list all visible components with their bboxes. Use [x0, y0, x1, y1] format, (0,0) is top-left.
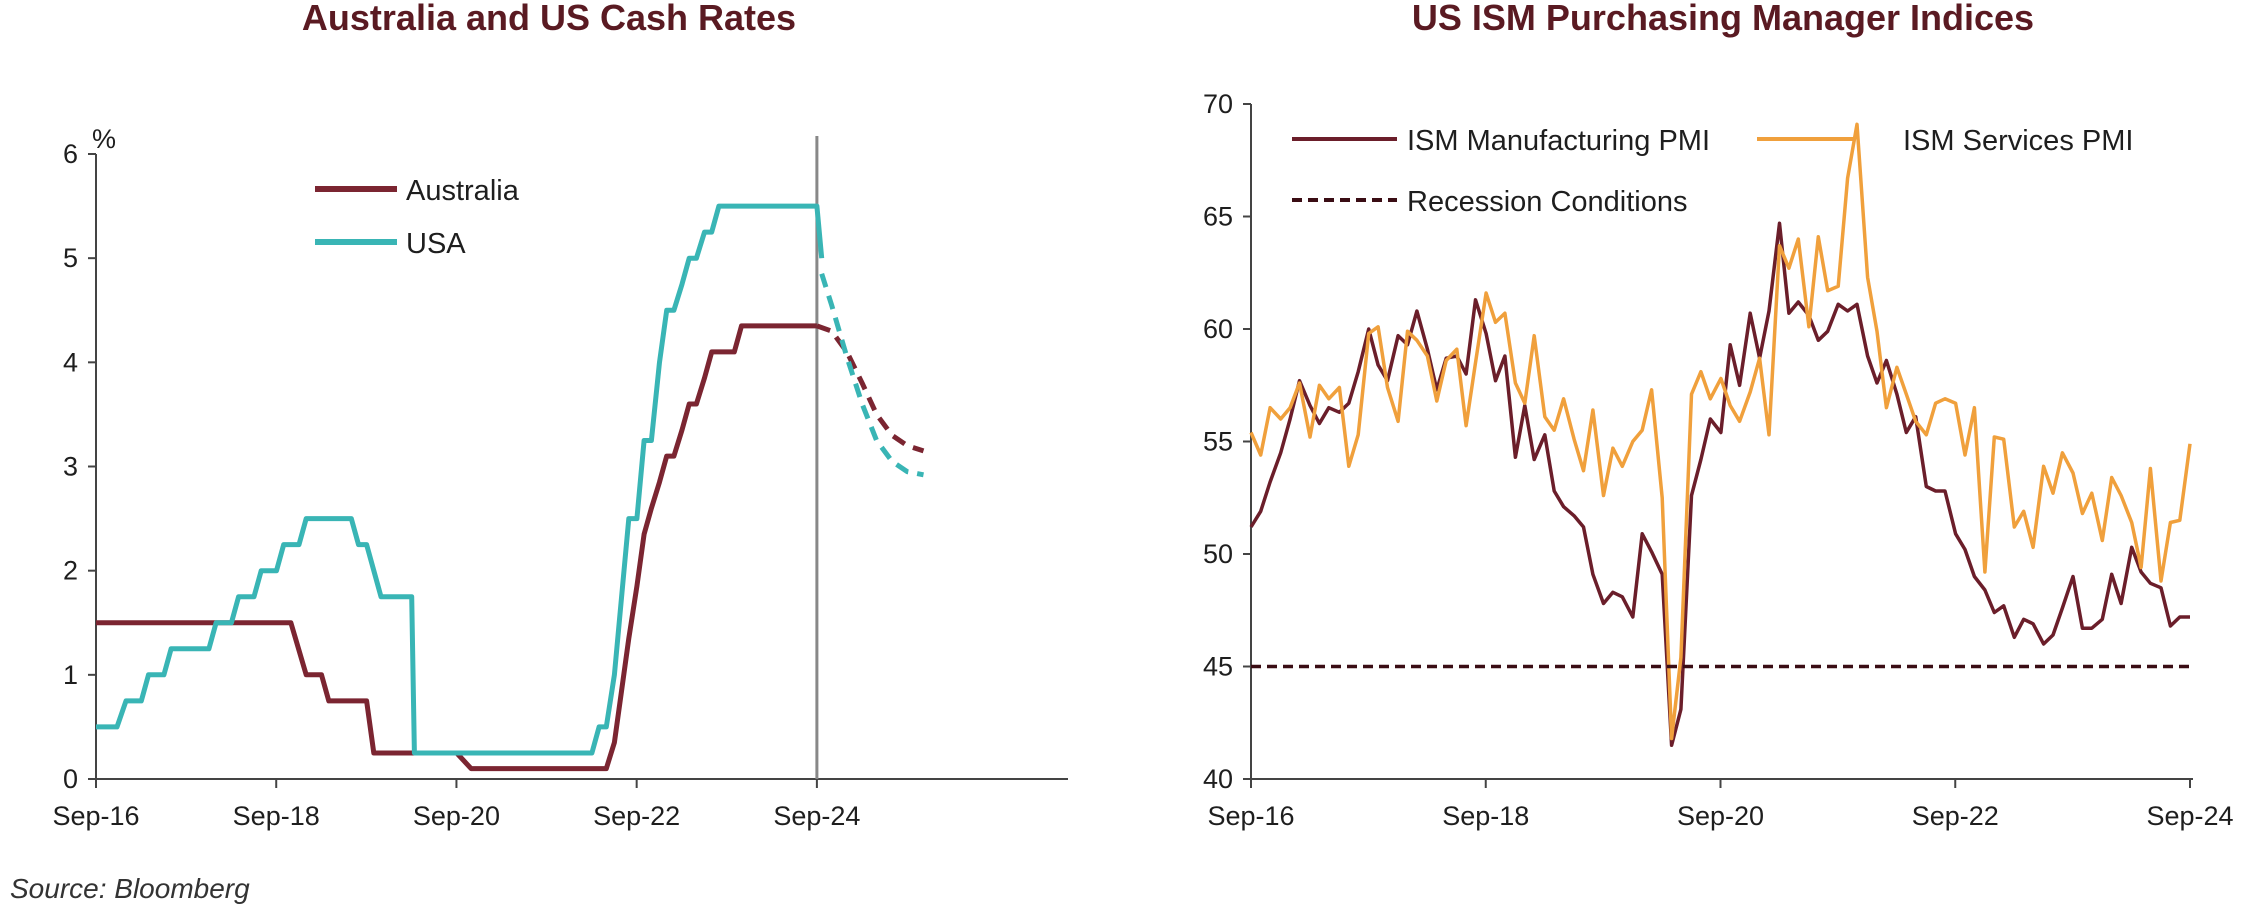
cash-rates-series-usa: [96, 203, 825, 756]
ism-pmi-y-tick-label: 70: [1203, 89, 1233, 119]
cash-rates-title: Australia and US Cash Rates: [302, 0, 796, 38]
legend-label-services: ISM Services PMI: [1903, 125, 2133, 157]
ism-pmi-y-tick-label: 40: [1203, 764, 1233, 794]
cash-rates-x-tick-label: Sep-24: [773, 801, 860, 831]
legend-label-recession: Recession Conditions: [1407, 186, 1687, 218]
ism-pmi-legend: ISM Manufacturing PMI ISM Services PMI R…: [1292, 125, 2133, 218]
legend-label-usa: USA: [406, 228, 466, 260]
cash-rates-y-tick-label: 5: [63, 243, 78, 273]
cash-rates-series-australia: [96, 323, 817, 772]
cash-rates-y-tick-label: 1: [63, 660, 78, 690]
ism-pmi-series-ism-services-pmi: [1249, 122, 2192, 741]
cash-rates-x-tick-label: Sep-18: [233, 801, 320, 831]
cash-rates-y-tick-label: 0: [63, 764, 78, 794]
cash-rates-legend: Australia USA: [315, 175, 520, 260]
cash-rates-series: [96, 203, 925, 772]
ism-pmi-axes: 40 45 50 55 60 65 70 Sep-16 Sep-18 Sep-20 Sep-22 Se…: [1203, 89, 2234, 831]
cash-rates-y-tick-label: 6: [63, 139, 78, 169]
cash-rates-x-tick-label: Sep-20: [413, 801, 500, 831]
ism-pmi-y-tick-label: 45: [1203, 652, 1233, 682]
ism-pmi-y-tick-label: 55: [1203, 427, 1233, 457]
ism-pmi-title: US ISM Purchasing Manager Indices: [1412, 0, 2034, 38]
source-note: Source: Bloomberg: [10, 873, 250, 904]
ism-pmi-series: [1249, 122, 2192, 748]
cash-rates-series-australia-forecast: [816, 323, 925, 454]
cash-rates-axes: 0 1 2 3 4 5 6 Sep-16 Sep-18 Sep-20 Sep-22 Sep-24: [52, 136, 1068, 831]
cash-rates-x-tick-label: Sep-22: [593, 801, 680, 831]
cash-rates-x-tick-label: Sep-16: [52, 801, 139, 831]
legend-label-manufacturing: ISM Manufacturing PMI: [1407, 125, 1710, 157]
cash-rates-y-tick-label: 3: [63, 452, 78, 482]
ism-pmi-y-tick-label: 65: [1203, 202, 1233, 232]
ism-pmi-x-tick-label: Sep-20: [1677, 801, 1764, 831]
cash-rates-y-tick-label: 2: [63, 556, 78, 586]
ism-pmi-x-tick-label: Sep-16: [1207, 801, 1294, 831]
ism-pmi-y-tick-label: 60: [1203, 314, 1233, 344]
ism-pmi-x-tick-label: Sep-24: [2146, 801, 2233, 831]
cash-rates-chart: Australia and US Cash Rates % 0 1 2 3 4 5 6 Sep…: [52, 0, 1068, 831]
ism-pmi-chart: US ISM Purchasing Manager Indices 40 45 50…: [1203, 0, 2234, 831]
ism-pmi-y-tick-label: 50: [1203, 539, 1233, 569]
legend-label-australia: Australia: [406, 175, 520, 207]
cash-rates-ylabel: %: [92, 124, 116, 154]
cash-rates-y-tick-label: 4: [63, 347, 78, 377]
cash-rates-series-usa-forecast: [819, 273, 924, 478]
ism-pmi-x-tick-label: Sep-18: [1442, 801, 1529, 831]
ism-pmi-x-tick-label: Sep-22: [1912, 801, 1999, 831]
